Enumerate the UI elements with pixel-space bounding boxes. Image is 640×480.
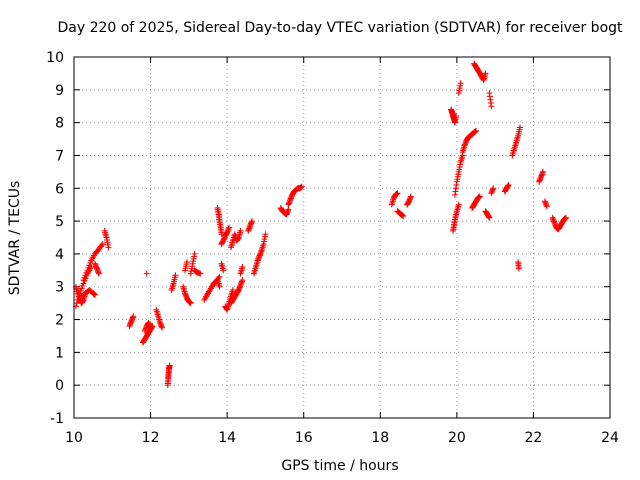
data-point-marker bbox=[473, 127, 479, 134]
data-point-marker bbox=[226, 224, 233, 231]
data-point-marker bbox=[298, 183, 305, 190]
y-tick-label: 4 bbox=[55, 247, 64, 263]
x-axis-label: GPS time / hours bbox=[281, 458, 398, 474]
data-point-marker bbox=[216, 283, 223, 290]
data-point-marker bbox=[216, 273, 223, 280]
y-tick-label: 9 bbox=[55, 83, 64, 99]
plot-frame bbox=[73, 56, 611, 419]
y-axis-ticks: -1 0 1 2 3 4 5 6 7 8 9 10 bbox=[46, 50, 610, 427]
data-point-marker bbox=[488, 103, 495, 110]
data-point-marker bbox=[407, 193, 414, 200]
data-point-marker bbox=[220, 267, 227, 274]
data-point-marker bbox=[400, 213, 407, 220]
y-tick-label: -1 bbox=[50, 411, 64, 427]
data-point-marker bbox=[197, 270, 204, 277]
y-axis-label: SDTVAR / TECUs bbox=[7, 181, 23, 296]
y-tick-label: 2 bbox=[55, 313, 64, 329]
data-point-marker bbox=[562, 214, 569, 221]
data-point-marker bbox=[105, 244, 112, 251]
y-tick-label: 7 bbox=[55, 148, 64, 164]
data-point-marker bbox=[183, 259, 190, 266]
y-tick-label: 8 bbox=[55, 116, 64, 132]
x-tick-label: 18 bbox=[371, 430, 389, 446]
data-point-marker bbox=[191, 250, 198, 257]
chart-title: Day 220 of 2025, Sidereal Day-to-day VTE… bbox=[57, 20, 623, 36]
x-tick-label: 14 bbox=[218, 430, 236, 446]
y-tick-label: 10 bbox=[46, 50, 64, 66]
data-point-marker bbox=[505, 181, 512, 188]
data-point-marker bbox=[515, 265, 522, 272]
y-tick-label: 5 bbox=[55, 214, 64, 230]
x-tick-label: 10 bbox=[65, 430, 83, 446]
x-tick-label: 20 bbox=[448, 430, 466, 446]
data-point-marker bbox=[95, 270, 102, 277]
data-point-marker bbox=[229, 287, 236, 294]
data-point-marker bbox=[476, 193, 483, 200]
data-point-marker bbox=[394, 190, 401, 197]
grid bbox=[74, 57, 610, 418]
x-tick-label: 16 bbox=[295, 430, 313, 446]
data-points bbox=[72, 60, 569, 389]
data-point-marker bbox=[486, 214, 493, 221]
data-point-marker bbox=[455, 201, 462, 208]
data-point-marker bbox=[543, 203, 550, 210]
y-tick-label: 6 bbox=[55, 181, 64, 197]
x-axis-ticks: 10 12 14 16 18 20 22 24 bbox=[65, 57, 619, 446]
data-point-marker bbox=[239, 277, 246, 284]
data-point-marker bbox=[457, 80, 464, 87]
data-point-marker bbox=[187, 300, 194, 307]
data-point-marker bbox=[540, 168, 546, 175]
x-tick-label: 22 bbox=[525, 430, 543, 446]
data-point-marker bbox=[453, 113, 460, 120]
data-point-marker bbox=[166, 362, 173, 369]
data-point-marker bbox=[517, 124, 524, 131]
data-point-marker bbox=[249, 218, 256, 225]
x-tick-label: 24 bbox=[601, 430, 619, 446]
x-tick-label: 12 bbox=[142, 430, 160, 446]
data-point-marker bbox=[262, 231, 269, 238]
data-point-marker bbox=[237, 227, 244, 234]
data-point-marker bbox=[98, 242, 105, 249]
data-point-marker bbox=[239, 264, 246, 271]
data-point-marker bbox=[130, 313, 137, 320]
y-tick-label: 0 bbox=[55, 378, 64, 394]
data-point-marker bbox=[482, 70, 489, 77]
data-point-marker bbox=[147, 324, 154, 331]
data-point-marker bbox=[172, 272, 179, 279]
data-point-marker bbox=[99, 241, 106, 248]
data-point-marker bbox=[92, 291, 99, 298]
data-point-marker bbox=[143, 270, 150, 277]
y-tick-label: 1 bbox=[55, 345, 64, 361]
data-point-marker bbox=[490, 185, 497, 192]
y-tick-label: 3 bbox=[55, 280, 64, 296]
data-point-marker bbox=[159, 324, 166, 331]
